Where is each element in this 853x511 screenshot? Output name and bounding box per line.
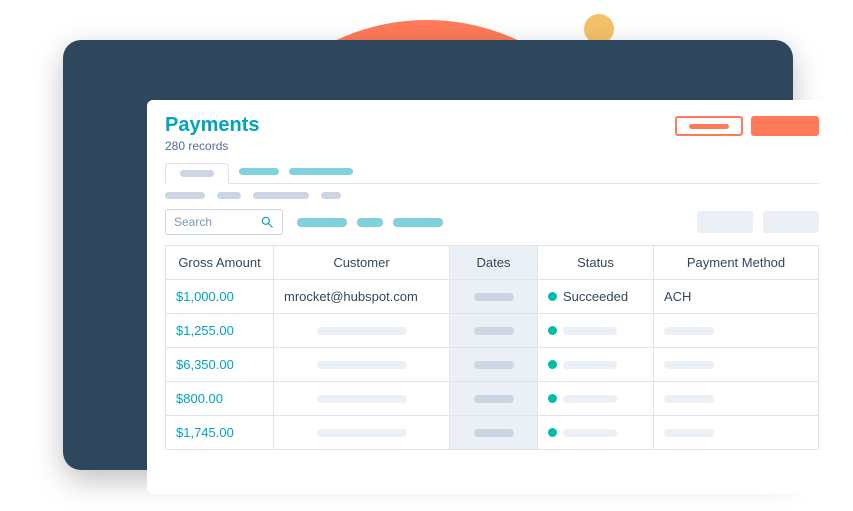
- search-icon: [260, 215, 274, 229]
- cell-method: [654, 416, 819, 450]
- cell-amount: $1,255.00: [166, 314, 274, 348]
- cell-dates: [450, 416, 538, 450]
- cell-method: [654, 314, 819, 348]
- filter-pill[interactable]: [393, 218, 443, 227]
- filter-chip[interactable]: [253, 192, 309, 199]
- tab-placeholder[interactable]: [239, 168, 279, 175]
- status-dot-icon: [548, 428, 557, 437]
- table-row[interactable]: $800.00: [166, 382, 819, 416]
- filter-chips-row: [165, 192, 819, 199]
- col-header-status[interactable]: Status: [538, 246, 654, 280]
- cell-status: [538, 382, 654, 416]
- table-header-row: Gross Amount Customer Dates Status Payme…: [166, 246, 819, 280]
- table-row[interactable]: $6,350.00: [166, 348, 819, 382]
- page-title: Payments: [165, 114, 260, 137]
- cell-dates: [450, 280, 538, 314]
- col-header-amount[interactable]: Gross Amount: [166, 246, 274, 280]
- header-row: Payments 280 records: [165, 114, 819, 153]
- cell-customer: [274, 416, 450, 450]
- cell-method: ACH: [654, 280, 819, 314]
- search-placeholder: Search: [174, 215, 212, 229]
- filter-chip[interactable]: [321, 192, 341, 199]
- table-row[interactable]: $1,000.00mrocket@hubspot.com SucceededACH: [166, 280, 819, 314]
- cell-status: Succeeded: [538, 280, 654, 314]
- table-row[interactable]: $1,255.00: [166, 314, 819, 348]
- filter-pill[interactable]: [297, 218, 347, 227]
- cell-amount: $1,000.00: [166, 280, 274, 314]
- tabs-bar: [165, 163, 819, 184]
- tab-active[interactable]: [165, 163, 229, 184]
- filter-chip[interactable]: [165, 192, 205, 199]
- cell-customer: [274, 382, 450, 416]
- payments-table: Gross Amount Customer Dates Status Payme…: [165, 245, 819, 450]
- filter-pill[interactable]: [357, 218, 383, 227]
- tab-placeholder[interactable]: [289, 168, 353, 175]
- search-input[interactable]: Search: [165, 209, 283, 235]
- records-count: 280 records: [165, 139, 260, 153]
- cell-customer: [274, 314, 450, 348]
- cell-method: [654, 348, 819, 382]
- status-dot-icon: [548, 360, 557, 369]
- filter-chip[interactable]: [217, 192, 241, 199]
- cell-amount: $1,745.00: [166, 416, 274, 450]
- cell-dates: [450, 314, 538, 348]
- cell-status: [538, 314, 654, 348]
- col-header-customer[interactable]: Customer: [274, 246, 450, 280]
- col-header-dates[interactable]: Dates: [450, 246, 538, 280]
- col-header-method[interactable]: Payment Method: [654, 246, 819, 280]
- controls-row: Search: [165, 209, 819, 235]
- cell-customer: [274, 348, 450, 382]
- cell-method: [654, 382, 819, 416]
- cell-amount: $6,350.00: [166, 348, 274, 382]
- view-button[interactable]: [697, 211, 753, 233]
- status-dot-icon: [548, 292, 557, 301]
- cell-amount: $800.00: [166, 382, 274, 416]
- header-actions: [675, 116, 819, 136]
- cell-dates: [450, 382, 538, 416]
- device-frame: Payments 280 records Search: [63, 40, 793, 470]
- status-dot-icon: [548, 394, 557, 403]
- filter-pills: [297, 218, 443, 227]
- view-button[interactable]: [763, 211, 819, 233]
- cell-status: [538, 416, 654, 450]
- cell-customer: mrocket@hubspot.com: [274, 280, 450, 314]
- cell-status: [538, 348, 654, 382]
- primary-action-button[interactable]: [751, 116, 819, 136]
- status-dot-icon: [548, 326, 557, 335]
- table-row[interactable]: $1,745.00: [166, 416, 819, 450]
- cell-dates: [450, 348, 538, 382]
- app-panel: Payments 280 records Search: [147, 100, 837, 494]
- outline-action-button[interactable]: [675, 116, 743, 136]
- view-controls: [697, 211, 819, 233]
- header-titles: Payments 280 records: [165, 114, 260, 153]
